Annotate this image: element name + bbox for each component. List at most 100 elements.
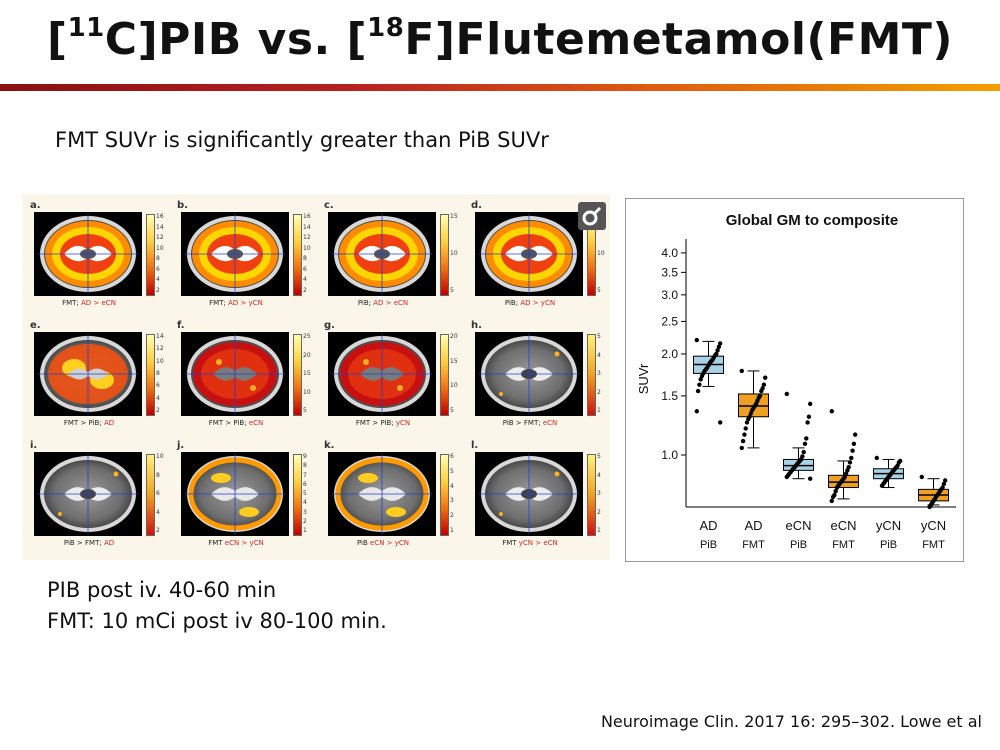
color-scale-tick-label: 8 — [156, 369, 160, 377]
color-scale-tick-label: 2 — [156, 286, 160, 294]
brain-panel-cell: g. 20 15 10 5 FMT > PiB; yCN — [322, 318, 465, 434]
data-point — [853, 432, 858, 437]
color-scale-tick-label: 2 — [303, 286, 307, 294]
color-scale-tick-label: 12 — [156, 234, 164, 242]
data-point — [715, 348, 720, 353]
caption-group-label: AD > yCN — [228, 299, 263, 307]
color-scale-tick-label: 16 — [156, 213, 164, 220]
brain-panel-caption: FMT yCN > eCN — [475, 539, 585, 547]
brain-panel-caption: FMT > PiB; eCN — [181, 419, 291, 427]
color-scale-tick-label: 6 — [156, 382, 160, 390]
x-tick-tracer-label: PiB — [880, 539, 897, 551]
data-point — [834, 485, 840, 490]
caption-contrast-label: FMT; — [209, 299, 229, 307]
data-point — [830, 494, 836, 500]
color-scale-tick-label: 3 — [597, 370, 601, 377]
color-scale-bar — [293, 334, 302, 416]
color-scale-tick-label: 3 — [597, 490, 601, 497]
data-point — [808, 401, 813, 407]
color-scale-ticks: 14 12 10 8 6 4 2 — [156, 334, 164, 414]
data-point — [718, 420, 723, 425]
y-tick-label: 2.0 — [661, 347, 678, 361]
color-scale-tick-label: 2 — [597, 388, 601, 396]
x-tick-group-label: yCN — [921, 518, 946, 533]
data-point — [697, 382, 702, 387]
color-scale-bar — [146, 334, 155, 416]
data-point — [874, 455, 879, 461]
data-point — [761, 382, 767, 387]
brain-panel-cell: f. 25 20 15 10 5 FMT > PiB; eCN — [175, 318, 318, 434]
brain-scan-image — [181, 452, 289, 536]
data-point — [833, 489, 838, 494]
color-scale-bar — [587, 334, 596, 416]
color-scale-tick-label: 8 — [303, 462, 307, 470]
color-scale-tick-label: 12 — [303, 234, 311, 242]
y-tick-label: 4.0 — [661, 246, 678, 260]
brain-scan-image — [34, 212, 142, 296]
color-scale-tick-label: 2 — [156, 527, 160, 534]
data-point — [801, 449, 806, 455]
color-scale-tick-label: 10 — [156, 357, 164, 365]
chart-y-axis-label: SUVr — [636, 363, 651, 394]
brain-panel-letter: b. — [177, 200, 188, 211]
color-scale-tick-label: 4 — [156, 276, 160, 284]
data-point — [748, 411, 754, 416]
color-scale-tick-label: 6 — [303, 480, 307, 488]
slide-subtitle: FMT SUVr is significantly greater than P… — [55, 128, 549, 152]
color-scale-tick-label: 6 — [450, 453, 454, 460]
brain-panel-letter: h. — [471, 320, 482, 331]
brain-panel-letter: e. — [30, 320, 41, 331]
note-pib-timing: PIB post iv. 40-60 min — [47, 578, 277, 602]
color-scale-tick-label: 5 — [303, 407, 307, 414]
color-scale-tick-label: 9 — [303, 453, 307, 460]
color-scale-tick-label: 5 — [597, 333, 601, 340]
color-scale-tick-label: 10 — [450, 382, 458, 390]
brain-panel-caption: PiB > FMT; eCN — [475, 419, 585, 427]
color-scale-tick-label: 12 — [156, 345, 164, 353]
color-scale-tick-label: 6 — [156, 265, 160, 273]
data-point — [784, 391, 789, 397]
color-scale-tick-label: 3 — [303, 508, 307, 516]
color-scale-tick-label: 20 — [303, 351, 311, 359]
data-point — [941, 481, 947, 487]
color-scale-tick-label: 5 — [597, 287, 601, 294]
brain-panel-cell: k. 6 5 4 3 2 1 PiB eCN > yCN — [322, 438, 465, 554]
data-point — [699, 373, 705, 379]
color-scale-tick-label: 8 — [156, 255, 160, 263]
brain-scan-image — [34, 452, 142, 536]
brain-scan-image — [181, 332, 289, 416]
title-divider — [0, 84, 1000, 91]
data-point — [849, 455, 854, 461]
brain-panel-letter: j. — [177, 440, 185, 451]
data-point — [943, 478, 948, 483]
color-scale-tick-label: 4 — [303, 276, 307, 284]
color-scale-tick-label: 5 — [450, 287, 454, 294]
caption-group-label: AD — [103, 539, 115, 547]
color-scale-tick-label: 4 — [597, 351, 601, 359]
color-scale-tick-label: 10 — [450, 250, 458, 257]
caption-contrast-label: FMT > PiB; — [208, 419, 249, 427]
slide-title: [11C]PIB vs. [18F]Flutemetamol(FMT) — [46, 13, 954, 65]
caption-group-label: eCN — [542, 419, 558, 427]
color-scale-tick-label: 1 — [597, 527, 601, 534]
color-scale-tick-label: 8 — [156, 471, 160, 479]
brain-panel-letter: g. — [324, 320, 335, 331]
data-point — [746, 416, 751, 422]
color-scale-tick-label: 25 — [303, 333, 311, 340]
color-scale-tick-label: 10 — [303, 388, 311, 396]
data-point — [744, 420, 750, 425]
brain-panel-cell: h. 5 4 3 2 1 PiB > FMT; eCN — [469, 318, 612, 434]
data-point — [716, 344, 722, 350]
caption-contrast-label: FMT > PiB; — [63, 419, 104, 427]
data-point — [805, 420, 810, 425]
brain-scan-image — [34, 332, 142, 416]
data-point — [739, 445, 744, 451]
data-point — [879, 483, 885, 488]
caption-contrast-label: PiB — [356, 539, 371, 547]
color-scale-tick-label: 4 — [303, 499, 307, 507]
brain-panel-letter: a. — [30, 200, 41, 211]
data-point — [851, 441, 857, 446]
data-point — [927, 504, 932, 510]
caption-group-label: eCN > yCN — [224, 539, 264, 547]
